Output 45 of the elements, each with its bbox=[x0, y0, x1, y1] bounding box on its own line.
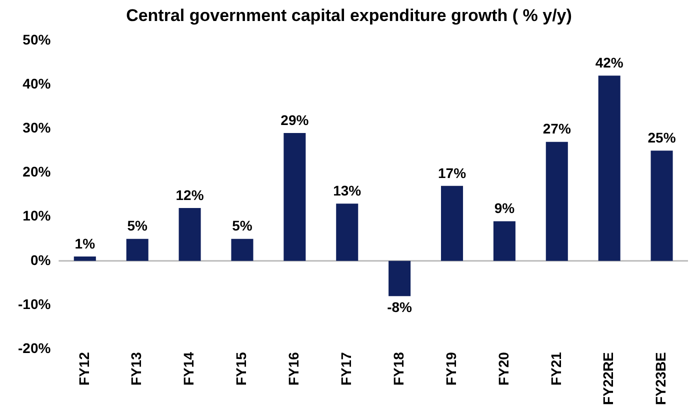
y-tick-label: 40% bbox=[22, 75, 52, 92]
bar bbox=[493, 221, 516, 261]
x-tick-label: FY12 bbox=[76, 352, 92, 386]
x-tick-label: FY16 bbox=[286, 352, 302, 386]
y-tick-label: -10% bbox=[18, 296, 52, 312]
bar bbox=[598, 76, 620, 261]
data-label: -8% bbox=[387, 299, 413, 316]
x-tick-label: FY23BE bbox=[652, 352, 669, 406]
y-tick-label: 30% bbox=[22, 119, 52, 136]
bar bbox=[388, 260, 411, 296]
chart-title: Central government capital expenditure growth ( % y/y) bbox=[126, 6, 572, 25]
y-tick-label: 0% bbox=[30, 252, 52, 268]
bar bbox=[440, 186, 464, 261]
bar bbox=[336, 204, 358, 261]
x-tick-label: FY18 bbox=[390, 352, 406, 386]
bar bbox=[231, 238, 254, 261]
data-label: 13% bbox=[333, 182, 362, 198]
bar bbox=[546, 142, 568, 261]
x-tick-label: FY19 bbox=[442, 352, 459, 386]
bar bbox=[126, 238, 148, 261]
data-label: 29% bbox=[280, 112, 310, 128]
x-tick-label: FY14 bbox=[180, 352, 197, 386]
x-tick-label: FY13 bbox=[128, 352, 144, 386]
x-tick-label: FY17 bbox=[338, 352, 354, 386]
x-tick-label: FY20 bbox=[495, 352, 512, 386]
data-label: 42% bbox=[595, 54, 624, 71]
bar bbox=[284, 133, 306, 261]
data-label: 5% bbox=[127, 218, 148, 234]
data-label: 25% bbox=[648, 130, 676, 146]
x-tick-label: FY15 bbox=[233, 352, 250, 386]
x-tick-label: FY21 bbox=[548, 352, 564, 386]
bar bbox=[178, 208, 201, 261]
data-label: 5% bbox=[232, 218, 253, 234]
data-label: 27% bbox=[542, 120, 572, 137]
y-tick-label: 10% bbox=[22, 208, 52, 224]
data-label: 17% bbox=[438, 164, 467, 181]
data-label: 9% bbox=[494, 200, 516, 216]
bar bbox=[650, 150, 673, 261]
x-tick-label: FY22RE bbox=[600, 352, 616, 406]
data-label: 12% bbox=[176, 186, 204, 203]
data-label: 1% bbox=[74, 235, 96, 252]
y-tick-label: -20% bbox=[18, 340, 52, 356]
bar bbox=[74, 256, 96, 261]
y-tick-label: 50% bbox=[22, 31, 52, 48]
y-tick-label: 20% bbox=[22, 164, 52, 180]
